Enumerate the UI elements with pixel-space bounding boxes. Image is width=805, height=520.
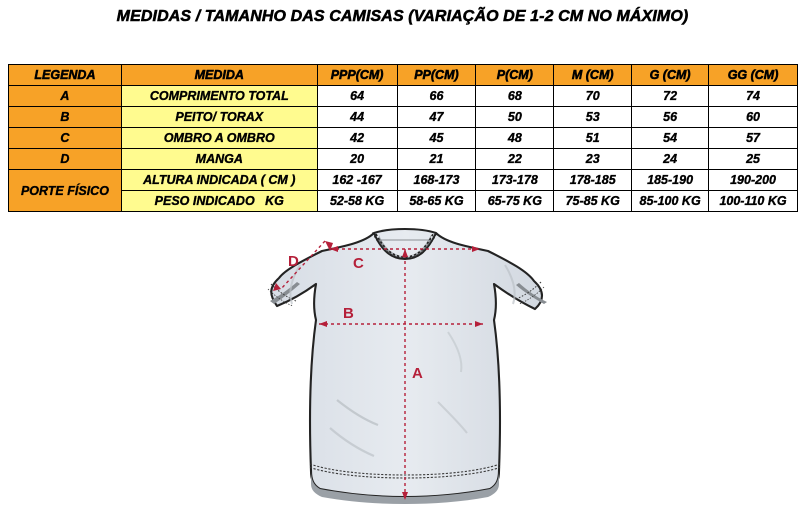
- svg-text:A: A: [412, 365, 423, 382]
- svg-text:C: C: [353, 255, 364, 272]
- svg-text:B: B: [343, 305, 354, 322]
- svg-text:D: D: [288, 253, 299, 270]
